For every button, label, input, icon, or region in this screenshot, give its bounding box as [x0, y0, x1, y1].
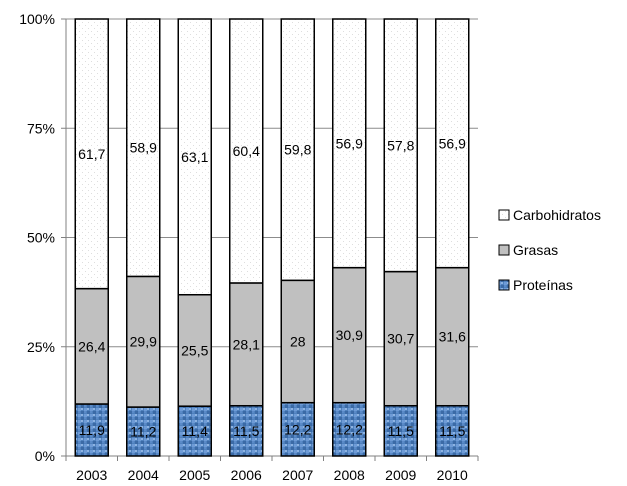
y-tick-label: 100% — [19, 11, 55, 27]
bar-segment — [126, 275, 161, 408]
data-label: 11,9 — [79, 422, 105, 438]
legend-label: Carbohidratos — [513, 207, 601, 223]
data-label: 11,2 — [130, 424, 156, 440]
data-labels: 11,9 26,4 61,7 11,2 29,9 58,9 11,4 25,5 63,1 11,5… — [78, 135, 466, 439]
data-label: 60,4 — [233, 143, 260, 159]
data-label: 12,2 — [284, 421, 311, 437]
legend-swatch — [498, 244, 510, 256]
data-label: 31,6 — [439, 329, 466, 345]
data-label: 56,9 — [336, 135, 363, 151]
data-label: 57,8 — [387, 137, 414, 153]
bar-segment — [177, 293, 212, 407]
y-axis-ticks: 0% 25% 50% 75% 100% — [19, 11, 55, 464]
legend-swatch — [498, 279, 510, 291]
data-label: 26,4 — [78, 338, 105, 354]
y-tick-label: 50% — [27, 230, 55, 246]
x-tick-label: 2006 — [231, 467, 262, 483]
data-label: 11,5 — [439, 423, 465, 439]
data-label: 11,4 — [182, 423, 208, 439]
data-label: 28,1 — [233, 336, 260, 352]
x-tick-label: 2010 — [437, 467, 468, 483]
data-label: 29,9 — [130, 334, 157, 350]
x-tick-label: 2005 — [179, 467, 210, 483]
data-label: 30,7 — [387, 331, 414, 347]
data-label: 11,5 — [233, 423, 259, 439]
x-tick-label: 2007 — [282, 467, 313, 483]
bar-segment — [126, 406, 161, 457]
data-label: 56,9 — [439, 135, 466, 151]
data-label: 25,5 — [181, 342, 208, 358]
bar-segment — [177, 18, 212, 296]
bar-segment — [280, 401, 315, 457]
bar-segment — [229, 18, 264, 284]
bar-segment — [435, 18, 470, 269]
bar-segment — [74, 18, 109, 290]
x-tick-label: 2009 — [385, 467, 416, 483]
x-axis-ticks: 2003 2004 2005 2006 2007 2008 2009 2010 — [76, 467, 468, 483]
bar-segment — [74, 403, 109, 457]
legend-swatch — [498, 209, 510, 221]
x-tick-label: 2003 — [76, 467, 107, 483]
data-label: 28 — [290, 334, 306, 350]
data-label: 61,7 — [78, 146, 105, 162]
bar-segment — [229, 282, 264, 407]
bar-segment — [229, 404, 264, 457]
y-tick-label: 0% — [35, 448, 55, 464]
data-label: 30,9 — [336, 327, 363, 343]
data-label: 59,8 — [284, 142, 311, 158]
data-label: 58,9 — [130, 140, 157, 156]
bar-segment — [332, 266, 367, 404]
bar-segment — [280, 279, 315, 404]
legend-label: Proteínas — [513, 277, 573, 293]
x-tick-label: 2004 — [128, 467, 159, 483]
bar-segment — [177, 405, 212, 457]
bar-segment — [435, 404, 470, 457]
bar-segment — [74, 287, 109, 405]
legend-label: Grasas — [513, 242, 558, 258]
data-label: 11,5 — [388, 423, 414, 439]
bar-segment — [383, 270, 418, 407]
bars — [74, 18, 470, 457]
bar-segment — [280, 18, 315, 282]
bar-segment — [383, 18, 418, 273]
y-tick-label: 25% — [27, 339, 55, 355]
data-label: 63,1 — [181, 149, 208, 165]
y-tick-label: 75% — [27, 120, 55, 136]
x-tick-label: 2008 — [334, 467, 365, 483]
data-label: 12,2 — [336, 421, 363, 437]
bar-segment — [332, 18, 367, 269]
legend: Carbohidratos Grasas Proteínas — [498, 207, 601, 293]
bar-segment — [126, 18, 161, 278]
bar-segment — [383, 404, 418, 457]
